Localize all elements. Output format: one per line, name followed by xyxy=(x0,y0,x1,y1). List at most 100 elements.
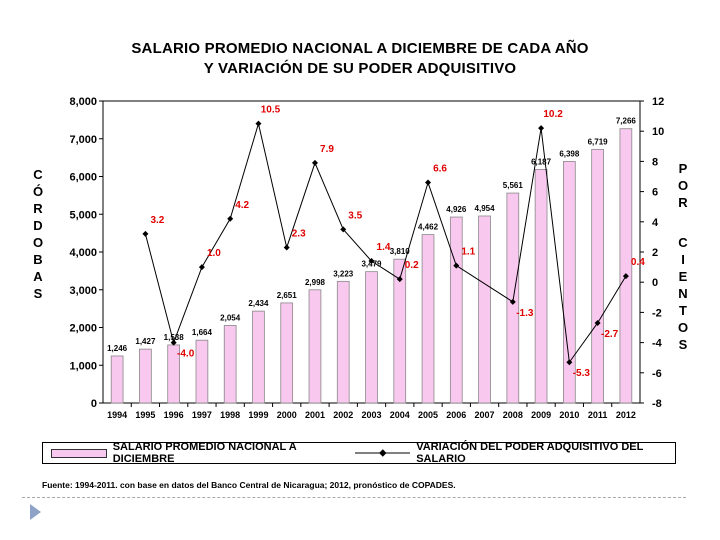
bar-value-label: 4,954 xyxy=(475,204,496,213)
axis-title-letter: D xyxy=(33,218,43,233)
bar-value-label: 6,398 xyxy=(559,149,580,158)
bar xyxy=(365,271,378,404)
line-value-label: 4.2 xyxy=(235,200,249,211)
line-point xyxy=(368,258,375,265)
right-axis-tick-label: 2 xyxy=(652,247,658,259)
bar-value-label: 1,246 xyxy=(107,344,128,353)
x-axis-tick-label: 1997 xyxy=(192,410,212,420)
axis-title-letter: C xyxy=(33,167,43,182)
bar xyxy=(506,192,520,404)
bar xyxy=(308,289,322,404)
bar-value-label: 1,538 xyxy=(164,333,185,342)
x-axis-tick-label: 2011 xyxy=(588,410,608,420)
axis-title-letter: A xyxy=(33,269,43,284)
left-axis-tick-label: 1,000 xyxy=(69,360,97,372)
axis-title-letter: P xyxy=(678,161,688,176)
x-axis-tick-label: 1995 xyxy=(135,410,155,420)
line-value-label: 3.2 xyxy=(150,215,164,226)
axis-title-letter: N xyxy=(678,286,688,301)
line-value-label: 1.0 xyxy=(207,248,221,259)
line-value-label: -1.3 xyxy=(516,308,534,319)
bar xyxy=(421,234,435,404)
line-point xyxy=(340,226,347,233)
line-point xyxy=(594,319,601,326)
right-axis-tick-label: 4 xyxy=(652,217,659,229)
bar xyxy=(591,148,604,404)
left-axis-tick-label: 3,000 xyxy=(69,285,97,297)
line-value-label: 3.5 xyxy=(348,210,362,221)
bar xyxy=(563,161,576,404)
x-axis-tick-label: 1998 xyxy=(220,410,240,420)
line-value-label: 10.2 xyxy=(543,109,563,120)
axis-title-letter: O xyxy=(32,235,44,250)
x-axis-tick-label: 2008 xyxy=(503,410,523,420)
line-point xyxy=(227,215,234,222)
line-point xyxy=(425,179,432,186)
right-axis-tick-label: -8 xyxy=(652,398,662,410)
x-axis-tick-label: 2009 xyxy=(531,410,551,420)
right-axis-tick-label: 6 xyxy=(652,187,658,199)
line-point xyxy=(198,264,205,271)
x-axis-tick-label: 1994 xyxy=(107,410,127,420)
left-axis-tick-label: 4,000 xyxy=(69,247,97,259)
line-point xyxy=(453,262,460,269)
line-value-label: 1.4 xyxy=(377,242,391,253)
x-axis-tick-label: 2010 xyxy=(559,410,579,420)
axis-title-letter: E xyxy=(678,269,688,284)
x-axis-tick-label: 1996 xyxy=(164,410,184,420)
bar-value-label: 1,664 xyxy=(192,328,213,337)
footer-divider xyxy=(22,497,686,498)
bar xyxy=(139,348,152,404)
bar xyxy=(280,302,294,404)
bar-value-label: 7,266 xyxy=(616,117,637,126)
x-axis-tick-label: 2006 xyxy=(446,410,466,420)
left-axis-tick-label: 2,000 xyxy=(69,323,97,335)
line-point xyxy=(142,230,149,237)
left-axis-tick-label: 7,000 xyxy=(69,134,97,146)
line-point xyxy=(538,125,545,132)
x-axis-tick-label: 2012 xyxy=(616,410,636,420)
bar xyxy=(478,215,491,404)
line-value-label: 10.5 xyxy=(261,105,281,116)
left-axis-tick-label: 0 xyxy=(91,398,97,410)
line-value-label: 2.3 xyxy=(292,228,306,239)
bar xyxy=(449,216,463,404)
bar xyxy=(223,325,237,404)
line-value-label: 0.2 xyxy=(405,260,419,271)
right-axis-tick-label: 0 xyxy=(652,277,658,289)
right-axis-tick-label: 12 xyxy=(652,96,664,108)
line-point xyxy=(566,359,573,366)
axis-title-letter: S xyxy=(678,337,688,352)
bar-value-label: 3,810 xyxy=(390,247,411,256)
next-slide-arrow-icon[interactable] xyxy=(30,504,41,520)
line-point xyxy=(170,339,177,346)
chart-title-line-1: SALARIO PROMEDIO NACIONAL A DICIEMBRE DE… xyxy=(131,40,589,57)
line-value-label: 0.4 xyxy=(631,257,645,268)
x-axis-tick-label: 2000 xyxy=(277,410,297,420)
bar xyxy=(619,128,633,404)
legend-bar-swatch xyxy=(51,448,107,458)
axis-title-letter: O xyxy=(677,178,689,193)
bar-value-label: 4,926 xyxy=(446,205,467,214)
right-axis-tick-label: -2 xyxy=(652,307,662,319)
left-axis-tick-label: 5,000 xyxy=(69,209,97,221)
left-axis-tick-label: 6,000 xyxy=(69,172,97,184)
bar xyxy=(534,169,548,404)
bar-value-label: 3,479 xyxy=(361,260,382,269)
x-axis-tick-label: 2004 xyxy=(390,410,410,420)
x-axis-tick-label: 2003 xyxy=(361,410,381,420)
bar-value-label: 3,223 xyxy=(333,269,354,278)
axis-title-letter: O xyxy=(677,320,689,335)
axis-title-letter: R xyxy=(678,195,688,210)
line-value-label: -5.3 xyxy=(573,368,591,379)
source-note: Fuente: 1994-2011. con base en datos del… xyxy=(42,480,456,490)
right-axis-tick-label: 8 xyxy=(652,156,658,168)
bar-value-label: 2,998 xyxy=(305,278,326,287)
x-axis-tick-label: 1999 xyxy=(248,410,268,420)
line-point xyxy=(255,120,262,127)
left-axis-tick-label: 8,000 xyxy=(69,96,97,108)
chart-canvas: 0 1,000 2,000 3,000 4,000 5,000 6,000 7,000 8,00… xyxy=(69,96,664,420)
axis-title-letter: Ó xyxy=(32,184,44,199)
